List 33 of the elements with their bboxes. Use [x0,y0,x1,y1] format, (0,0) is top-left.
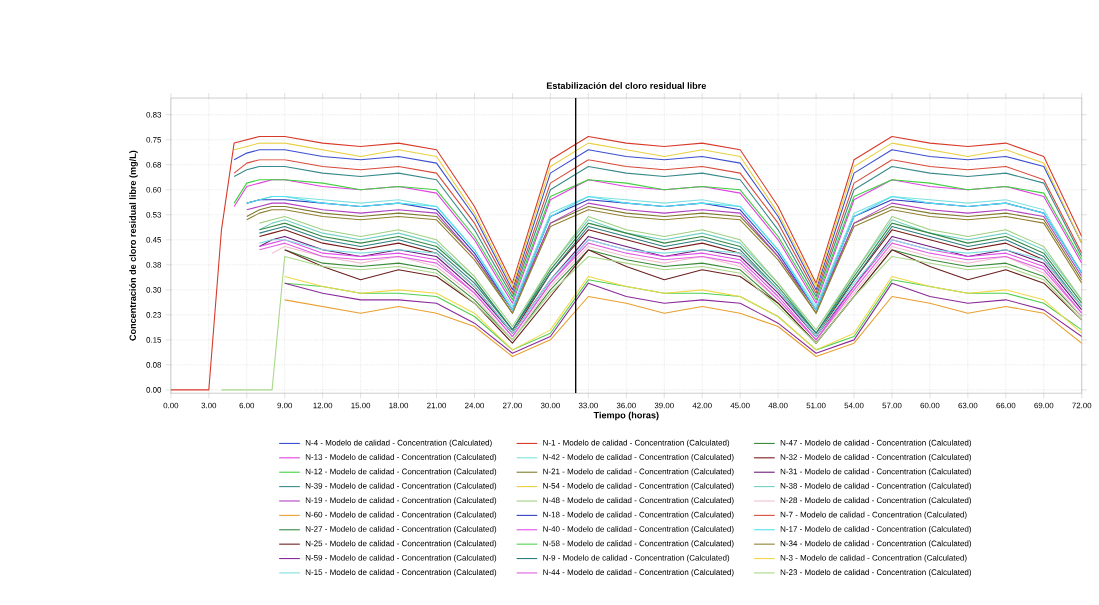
legend-label: N-1 - Modelo de calidad - Concentration (Calculated) [543,439,730,448]
legend-label: N-25 - Modelo de calidad - Concentration (Calculated) [305,540,497,548]
legend-label: N-59 - Modelo de calidad - Concentration (Calculated) [305,554,497,563]
legend-label: N-7 - Modelo de calidad - Concentration (Calculated) [780,511,967,520]
chart-title: Estabilización del cloro residual libre [546,82,706,90]
legend-label: N-32 - Modelo de calidad - Concentration (Calculated) [780,454,972,462]
legend-label: N-21 - Modelo de calidad - Concentration (Calculated) [543,468,734,476]
legend-label: N-23 - Modelo de calidad - Concentration (Calculated) [780,569,972,577]
legend-label: N-13 - Modelo de calidad - Concentration (Calculated) [305,454,497,462]
legend-label: N-39 - Modelo de calidad - Concentration (Calculated) [305,482,497,491]
legend-label: N-34 - Modelo de calidad - Concentration (Calculated) [780,540,972,548]
legend-label: N-47 - Modelo de calidad - Concentration (Calculated) [780,439,972,448]
legend-label: N-18 - Modelo de calidad - Concentration (Calculated) [543,511,734,520]
legend-label: N-44 - Modelo de calidad - Concentration (Calculated) [543,569,734,577]
legend-label: N-27 - Modelo de calidad - Concentration (Calculated) [305,526,497,534]
legend-label: N-28 - Modelo de calidad - Concentration (Calculated) [780,497,972,505]
legend-label: N-42 - Modelo de calidad - Concentration (Calculated) [543,454,734,462]
legend-label: N-9 - Modelo de calidad - Concentration (Calculated) [543,554,730,563]
legend-label: N-38 - Modelo de calidad - Concentration (Calculated) [780,482,972,491]
y-axis-title: Concentración de cloro residual libre (mg/L) [129,150,138,341]
legend-label: N-17 - Modelo de calidad - Concentration (Calculated) [780,526,972,534]
legend-label: N-40 - Modelo de calidad - Concentration (Calculated) [543,526,734,534]
legend-label: N-54 - Modelo de calidad - Concentration (Calculated) [543,482,734,491]
legend-label: N-31 - Modelo de calidad - Concentration (Calculated) [780,468,972,476]
legend-label: N-58 - Modelo de calidad - Concentration (Calculated) [543,540,734,548]
legend-label: N-60 - Modelo de calidad - Concentration (Calculated) [305,511,497,520]
legend-label: N-48 - Modelo de calidad - Concentration (Calculated) [543,497,734,505]
legend-label: N-4 - Modelo de calidad - Concentration (Calculated) [305,439,492,448]
x-axis-title: Tiempo (horas) [593,411,659,421]
legend-label: N-19 - Modelo de calidad - Concentration (Calculated) [305,497,497,505]
legend-label: N-15 - Modelo de calidad - Concentration (Calculated) [305,569,497,577]
legend-label: N-12 - Modelo de calidad - Concentration (Calculated) [305,468,497,476]
legend-label: N-3 - Modelo de calidad - Concentration (Calculated) [780,554,967,563]
